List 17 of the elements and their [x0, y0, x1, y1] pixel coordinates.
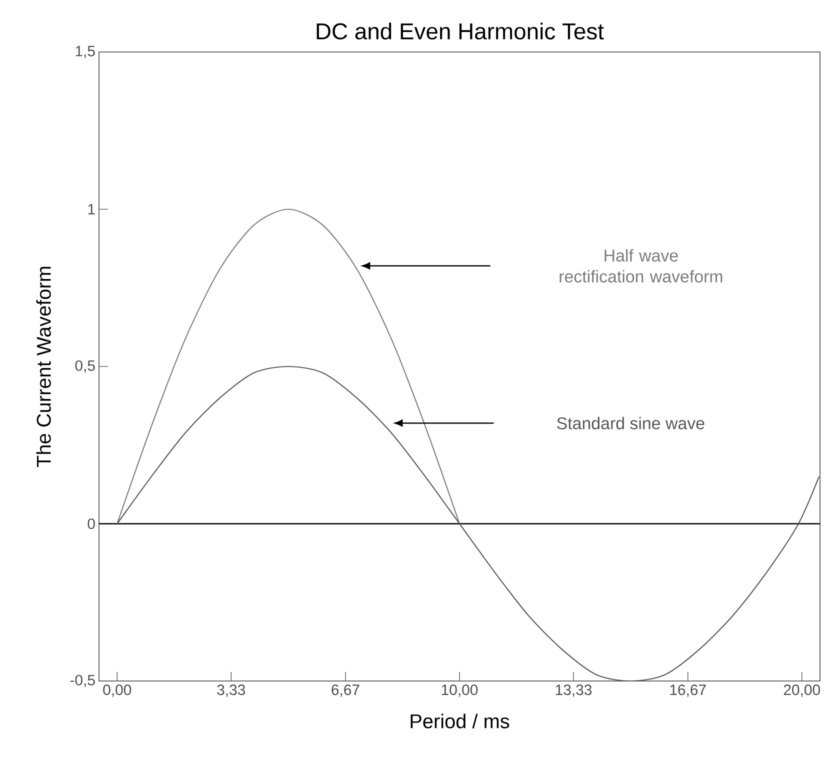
y-axis-title: The Current Waveform — [36, 266, 51, 467]
x-tick-label: 6,67 — [332, 684, 360, 697]
y-tick-label: -0,5 — [70, 674, 95, 688]
y-tick-label: 1 — [88, 204, 95, 214]
x-tick-label: 16,67 — [670, 684, 706, 697]
y-tick-label: 1,5 — [76, 46, 95, 58]
chart-title: DC and Even Harmonic Test — [316, 22, 604, 40]
x-tick-label: 3,33 — [217, 684, 246, 697]
x-axis-title: Period / ms — [410, 714, 510, 728]
x-tick-label: 20,00 — [784, 684, 820, 697]
y-tick-label: 0 — [88, 518, 95, 530]
y-tick-label: 0,5 — [75, 360, 95, 373]
x-tick-label: 13,33 — [556, 684, 592, 697]
x-tick-label: 0,00 — [103, 684, 132, 697]
text: Standard sine wave — [557, 416, 704, 430]
text: Half wave rectification waveform — [560, 249, 722, 283]
x-tick-label: 10,00 — [442, 684, 478, 697]
